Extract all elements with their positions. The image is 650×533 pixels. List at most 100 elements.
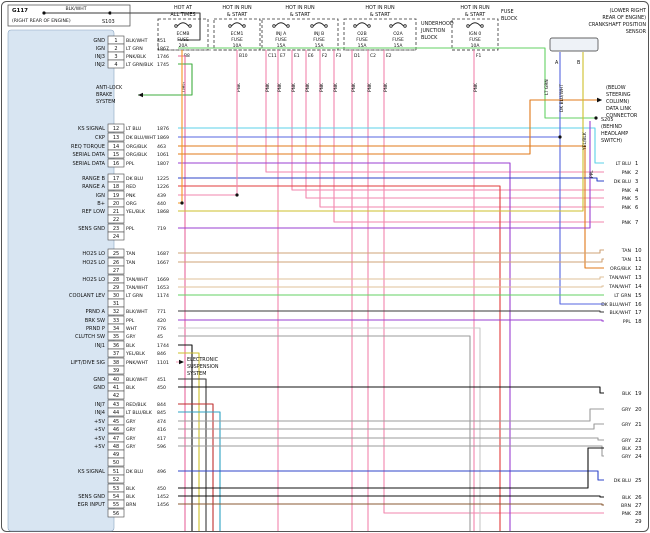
pin-number: 30 [113,293,119,299]
connector-pin-code: F1 [476,53,482,59]
wire-pin-13 [178,52,561,138]
pin-number: 29 [113,285,119,291]
right-pin-number: 20 [635,407,642,413]
wire-pin-12 [178,127,604,164]
right-pin-number: 10 [635,248,642,254]
circuit-number: 45 [157,334,163,340]
drop-wire-F3 [333,50,604,223]
data-link-connector-label: STEERING [606,92,631,98]
right-pin-number: 15 [635,293,642,299]
fuse-icon [392,22,404,27]
wire-arrow-4 [138,92,143,98]
pin-function-label: INJ3 [95,54,105,60]
right-wire-color: PNK [622,170,632,176]
pin-number: 33 [113,318,119,324]
wire-pin-41 [178,386,604,394]
right-wire-color: DK BLU/WHT [601,302,631,308]
circuit-number: 1869 [157,135,169,141]
data-link-connector-label: DATA LINK [606,106,632,112]
right-wire-color: DK BLU [614,179,632,185]
fuse-terminal [403,24,407,28]
right-wire-color: PNK [622,205,632,211]
wire-pin-29 [178,285,604,288]
pin-function-label: HO2S LO [82,277,105,283]
power-box-2 [261,18,339,51]
pin-function-label: EGR INPUT [77,502,105,508]
power-box-header: HOT IN RUN [222,5,252,11]
ckp-sensor-label: SENSOR [626,29,647,35]
power-box-header: & START [227,12,247,18]
wire-color: PPL [126,318,135,324]
pin-number: 16 [113,161,119,167]
pin-box-46 [107,424,125,434]
pin-function-label: INJ7 [95,402,105,408]
circuit-number: 450 [157,486,166,492]
pin-number: 46 [113,427,119,433]
pin-number: 14 [113,144,119,150]
wire-color: LT BLU/BLK [126,410,153,416]
drop-wire-E6 [305,50,604,199]
fuse-terminal [353,24,357,28]
circuit-number: 776 [157,326,166,332]
pin-number: 54 [113,494,119,500]
wire-color: GRY [126,419,136,425]
pin-number: 23 [113,226,119,232]
right-pin-number: 12 [635,266,642,272]
suspension-system-label: SYSTEM [187,371,207,377]
right-pin-number: 3 [635,179,638,185]
pin-number: 36 [113,343,119,349]
pin-function-label: INJ2 [95,62,105,68]
wire-color: BLK/WHT [126,377,148,383]
fuse-terminal [480,24,484,28]
pin-function-label: GND [93,385,105,391]
pin-number: 41 [113,385,119,391]
right-pin-number: 22 [635,438,642,444]
wire-color: PNK/WHT [126,360,148,366]
splice-dot [42,11,46,15]
wire-pin-4 [138,63,193,96]
wire-color: WHT [126,326,137,332]
wire-color: YEL/BLK [125,351,146,357]
pin-function-label: B+ [97,201,105,207]
connector-pin-code: E1 [294,53,300,59]
fuse-terminal [188,24,192,28]
pin-box-27 [107,265,125,275]
pin-number: 40 [113,377,119,383]
wire-color: BLK [126,343,136,349]
pin-number: 43 [113,402,119,408]
splice-dot [180,201,184,205]
circuit-number: 1745 [157,62,169,68]
fuse-name: O2B [357,31,367,37]
pin-function-label: CLUTCH SW [75,334,105,340]
ground-box [7,4,131,27]
circuit-number: 451 [157,38,166,44]
wire-pin-51 [178,470,604,481]
right-wire-color: GRY [622,438,632,444]
right-pin-number: 1 [635,161,638,167]
underhood-junction-block-label: UNDERHOOD [421,21,454,27]
fuse-amps: 15A [394,43,404,49]
pin-function-label: REF LOW [82,209,105,215]
wire-color-label-vertical: ORG [181,81,187,92]
fuse-icon [356,22,368,27]
fuse-block-label: FUSE [501,9,514,15]
right-pin-number: 29 [635,519,642,525]
fuse-name: ECM1 [231,31,244,37]
connector-pin-code: C2 [370,53,376,59]
ground-id: G117 [12,8,28,14]
wire-color-label-vertical: PNK [473,83,479,92]
fuse-terminal [242,24,246,28]
right-wire-color: BLK [622,446,632,452]
pin-number: 13 [113,135,119,141]
wire-pin-1 [112,12,201,41]
s205-splice-label: HEADLAMP [601,131,628,137]
right-pin-number: 27 [635,503,642,509]
pin-box-22 [107,214,125,224]
right-pin-number: 28 [635,511,642,517]
circuit-number: 1687 [157,251,169,257]
circuit-number: 719 [157,226,166,232]
pin-function-label: GND [93,38,105,44]
pin-function-label: +5V [94,436,106,442]
fuse-terminal [286,24,290,28]
wire-color-label-vertical: PNK [383,83,389,92]
